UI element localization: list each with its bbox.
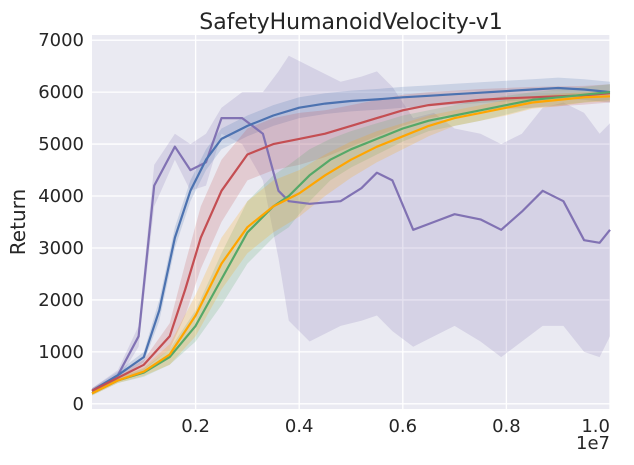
line-blue (91, 86, 611, 392)
y-tick-label: 6000 (38, 82, 84, 103)
band-orange (92, 91, 610, 396)
y-tick-label: 1000 (38, 342, 84, 363)
y-axis-label: Return (6, 189, 30, 255)
line-purple (91, 116, 611, 392)
series-lines (91, 86, 611, 395)
y-tick-label: 7000 (38, 30, 84, 51)
y-tick-label: 4000 (38, 186, 84, 207)
line-red (91, 92, 611, 392)
grid (92, 35, 611, 409)
x-tick-label: 0.6 (388, 416, 417, 437)
band-purple (92, 55, 610, 394)
band-green (92, 84, 610, 396)
x-tick-label: 1.0 (581, 416, 610, 437)
confidence-bands (92, 55, 610, 396)
line-orange (91, 95, 611, 395)
x-scale-label: 1e7 (576, 433, 610, 454)
x-tick-labels: 0.2 0.4 0.6 0.8 1.0 (181, 416, 610, 437)
band-blue (92, 77, 610, 394)
x-tick-label: 0.4 (285, 416, 314, 437)
y-tick-label: 5000 (38, 134, 84, 155)
y-tick-labels: 0 1000 2000 3000 4000 5000 6000 7000 (38, 30, 84, 415)
band-red (92, 84, 610, 394)
y-tick-label: 2000 (38, 290, 84, 311)
y-tick-label: 0 (73, 394, 84, 415)
line-green (91, 91, 611, 395)
chart-title: SafetyHumanoidVelocity-v1 (199, 10, 503, 35)
x-tick-label: 0.8 (492, 416, 521, 437)
x-tick-label: 0.2 (181, 416, 210, 437)
y-tick-label: 3000 (38, 238, 84, 259)
